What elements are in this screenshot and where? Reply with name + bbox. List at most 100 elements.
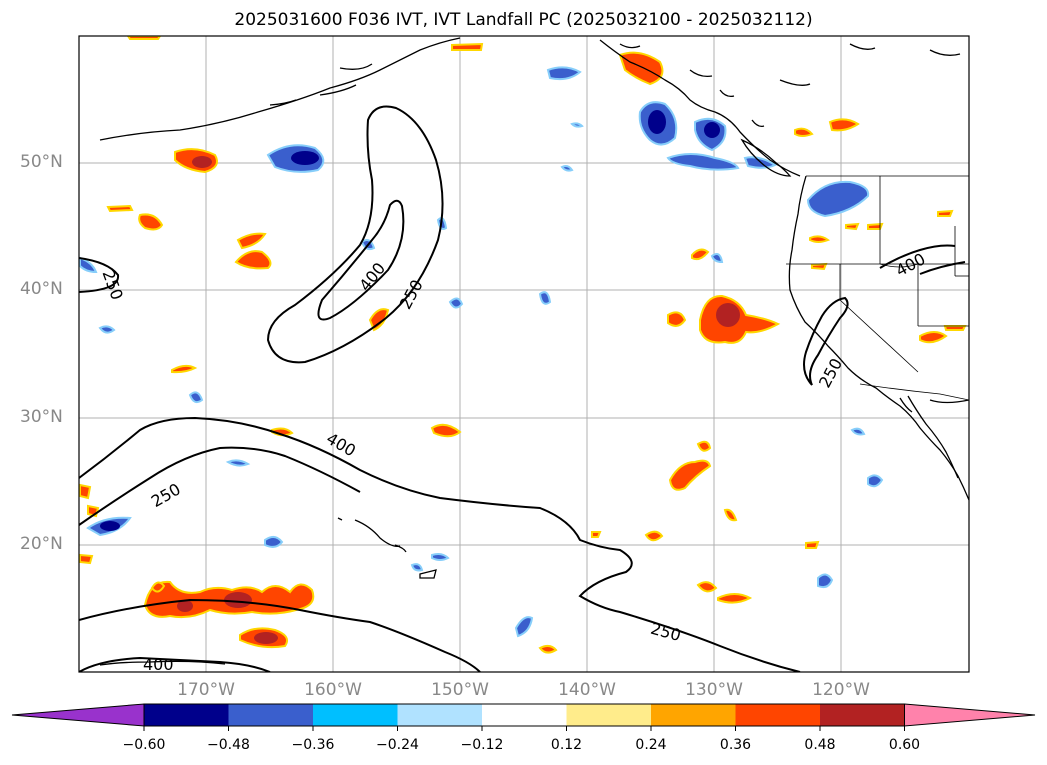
lat-label-50n: 50°N (20, 152, 63, 172)
contour-250-west-edge (79, 257, 120, 293)
pc-blob (919, 331, 948, 344)
pc-blob (644, 530, 664, 542)
lat-label-20n: 20°N (20, 534, 63, 554)
pc-blob (79, 553, 94, 565)
canada-coast (599, 39, 961, 177)
pc-blob (805, 540, 820, 549)
pc-blob (570, 122, 584, 128)
pc-blob (723, 508, 738, 522)
pc-blob (696, 581, 718, 593)
colorbar (11, 703, 1036, 731)
pc-blob (126, 36, 162, 40)
pc-blob (667, 311, 687, 327)
contour-250-california (803, 296, 849, 386)
pc-blob (234, 250, 272, 270)
colorbar-tick-label: 0.48 (804, 737, 836, 753)
pc-blob (79, 256, 98, 274)
lon-label-120w: 120°W (812, 680, 870, 700)
colorbar-tick-label: 0.36 (719, 737, 752, 753)
ivt-contours (79, 105, 966, 672)
pc-blob (560, 165, 574, 172)
pc-blob (171, 364, 198, 374)
pc-blob (188, 391, 204, 404)
pc-blob (943, 325, 967, 331)
pc-blob (224, 592, 252, 608)
pc-blob (696, 440, 712, 452)
pc-blob (138, 213, 164, 231)
pc-blob (666, 153, 740, 171)
pc-blob (150, 581, 166, 593)
pc-blob (937, 209, 954, 217)
vancouver-island (740, 138, 792, 177)
colorbar-segment (228, 704, 313, 726)
pc-blob (591, 531, 602, 538)
pc-blob (546, 66, 582, 81)
islands (99, 517, 437, 666)
colorbar-ticks (143, 726, 905, 731)
pc-blob (192, 156, 212, 168)
pc-blob (100, 521, 120, 531)
coastlines (99, 37, 969, 501)
pc-blob (817, 573, 834, 589)
map-title: 2025031600 F036 IVT, IVT Landfall PC (20… (234, 10, 813, 30)
lon-label-170w: 170°W (177, 680, 235, 700)
colorbar-segment (144, 704, 229, 726)
lon-label-140w: 140°W (558, 680, 616, 700)
positive-pc-blobs (79, 36, 967, 654)
pc-blob (691, 248, 710, 261)
pc-blob (538, 291, 552, 305)
mexico-coast (929, 399, 969, 404)
colorbar-segment (482, 704, 567, 726)
pc-blob (431, 553, 450, 561)
pc-blob (704, 122, 720, 138)
colorbar-tick-label: −0.48 (207, 737, 250, 753)
pc-blob (648, 110, 666, 134)
baja-peninsula (899, 395, 959, 479)
lon-label-130w: 130°W (685, 680, 743, 700)
alaska-coast (99, 37, 461, 141)
pc-blob (514, 616, 534, 638)
pc-blob (448, 297, 464, 309)
lat-label-30n: 30°N (20, 407, 63, 427)
pc-blob (410, 563, 424, 572)
pc-blob (430, 423, 462, 438)
pc-blob (225, 459, 251, 467)
pc-blob (451, 42, 484, 51)
pc-blob (106, 204, 134, 213)
colorbar-tick-label: 0.12 (550, 737, 583, 753)
negative-pc-blobs (79, 66, 884, 638)
colorbar-segment (313, 704, 398, 726)
colorbar-tick-label: 0.24 (635, 737, 667, 753)
contour-400-lower-left (79, 656, 271, 672)
contour-400-tropical (79, 446, 481, 672)
pc-blob (177, 600, 193, 612)
pc-blob (710, 253, 724, 264)
pc-blob (811, 262, 828, 271)
colorbar-segment (820, 704, 905, 726)
contour-250-northwest-us (879, 244, 966, 275)
contour-400-alaska-tongue (317, 199, 405, 321)
pc-blob (236, 232, 267, 250)
colorbar-segment (651, 704, 736, 726)
colorbar-segment (397, 704, 482, 726)
pc-blob (291, 151, 319, 165)
colorbar-tick-label: −0.36 (291, 737, 335, 753)
pc-blob (717, 593, 753, 604)
colorbar-frame (143, 703, 905, 727)
pc-blob (368, 308, 390, 332)
lon-label-150w: 150°W (431, 680, 489, 700)
pc-blob (98, 325, 116, 334)
pc-blob (850, 427, 866, 436)
colorbar-tick-label: 0.60 (888, 737, 921, 753)
pc-blob (668, 459, 712, 491)
pc-blob (254, 632, 278, 644)
contour-label: 400 (143, 655, 174, 674)
contour-250-tropical (79, 416, 801, 672)
pc-blob (716, 303, 740, 327)
colorbar-tick-label: −0.24 (376, 737, 419, 753)
colorbar-segment (566, 704, 651, 726)
colorbar-segment-extend-max (904, 703, 1036, 727)
lon-label-160w: 160°W (304, 680, 362, 700)
pc-blob (264, 536, 284, 548)
